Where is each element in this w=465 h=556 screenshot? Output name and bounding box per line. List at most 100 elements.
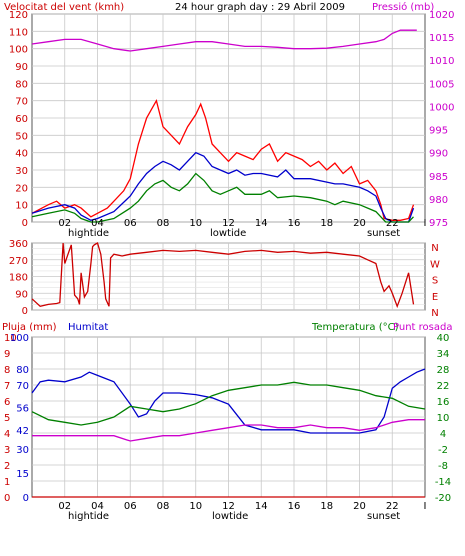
wind-y-tick: 100 (9, 45, 28, 56)
climate-x-tick: 22 (386, 501, 399, 512)
humidity-y-tick: 70 (16, 381, 29, 392)
climate-x-tick: 08 (157, 501, 170, 512)
rain-y-tick: 6 (4, 397, 10, 408)
humidity-ylabel: Humitat (68, 322, 108, 333)
wind-min-line (31, 172, 414, 223)
wind-direction-line (31, 242, 415, 309)
climate-x-tick: I (424, 501, 427, 512)
climate-x-tick: 12 (222, 501, 235, 512)
compass-label: N (431, 308, 438, 319)
pressure-y-tick: 995 (429, 126, 448, 137)
wind-x-tick: 14 (255, 218, 268, 229)
pressure-y-tick: 980 (429, 195, 448, 206)
wind-x-tick: 02 (58, 218, 71, 229)
temperature-y-ticks: -20 -14 -8 -2 4 10 16 22 28 34 40 (435, 333, 451, 504)
wind-gust-line (31, 98, 415, 221)
chart-title: 24 hour graph day : 29 Abril 2009 (175, 2, 345, 13)
marker-hightide-top: hightide (68, 228, 109, 239)
humidity-line (31, 368, 426, 434)
wind-x-tick: 06 (124, 218, 137, 229)
compass-label: W (430, 259, 440, 270)
direction-chart-grid (32, 242, 425, 311)
wind-x-tick: 18 (320, 218, 333, 229)
marker-sunset-bottom: sunset (367, 511, 400, 522)
wind-x-tick: 04 (91, 218, 104, 229)
temperature-y-tick: 16 (437, 397, 450, 408)
temperature-y-tick: -14 (435, 477, 451, 488)
rain-y-tick: 5 (4, 413, 10, 424)
wind-y-tick: 10 (15, 201, 28, 212)
temperature-y-tick: 10 (437, 413, 450, 424)
wind-y-tick: 110 (9, 27, 28, 38)
pressure-y-right-ticks: 975 980 985 990 995 1000 1005 1010 1015 1020 (429, 10, 454, 229)
direction-y-ticks: 0 90 180 270 360 (9, 239, 28, 317)
marker-lowtide-top: lowtide (210, 228, 246, 239)
humidity-y-tick: 15 (16, 469, 29, 480)
wind-y-left-ticks: 0 10 20 30 40 50 60 70 80 90 100 110 120 (9, 10, 28, 229)
pressure-line (31, 29, 417, 52)
rain-y-tick: 0 (4, 493, 10, 504)
pressure-y-tick: 1015 (429, 33, 454, 44)
wind-y-tick: 50 (15, 131, 28, 142)
temperature-y-tick: 40 (437, 333, 450, 344)
temperature-line (31, 381, 426, 426)
pressure-y-tick: 985 (429, 172, 448, 183)
climate-x-tick: 16 (288, 501, 301, 512)
humidity-y-tick: 56 (16, 403, 29, 414)
rain-y-tick: 4 (4, 429, 10, 440)
direction-y-tick: 360 (9, 239, 28, 250)
humidity-y-tick: 100 (10, 333, 29, 344)
wind-y-tick: 40 (15, 149, 28, 160)
wind-y-tick: 120 (9, 10, 28, 21)
wind-x-tick: 20 (353, 218, 366, 229)
temperature-y-tick: 34 (437, 349, 450, 360)
rain-y-tick: 10 (4, 333, 17, 344)
temperature-y-tick: -8 (438, 461, 448, 472)
humidity-y-tick: 42 (16, 426, 29, 437)
climate-x-ticks: 02 04 06 08 10 12 14 16 18 20 22 I (58, 501, 426, 512)
marker-lowtide-bottom: lowtide (212, 511, 248, 522)
rain-y-tick: 9 (4, 349, 10, 360)
rain-y-tick: 8 (4, 365, 10, 376)
climate-x-tick: 18 (320, 501, 333, 512)
humidity-y-tick: 0 (23, 493, 29, 504)
temperature-y-tick: 28 (437, 365, 450, 376)
rain-y-tick: 7 (4, 381, 10, 392)
pressure-y-tick: 1020 (429, 10, 454, 21)
pressure-y-tick: 990 (429, 149, 448, 160)
wind-x-ticks: 02 04 06 08 10 12 14 16 18 20 22 I (58, 218, 426, 229)
wind-x-tick: 08 (157, 218, 170, 229)
rain-y-tick: 1 (4, 477, 10, 488)
wind-y-tick: 30 (15, 166, 28, 177)
climate-x-tick: 20 (353, 501, 366, 512)
rain-y-tick: 3 (4, 445, 10, 456)
humidity-y-tick: 80 (16, 365, 29, 376)
climate-x-tick: 10 (189, 501, 202, 512)
climate-x-tick: 06 (124, 501, 137, 512)
compass-label: S (432, 276, 438, 287)
temperature-ylabel: Temperatura (°C) (311, 322, 399, 333)
climate-x-tick: 02 (58, 501, 71, 512)
compass-label: E (432, 292, 438, 303)
direction-chart-series (31, 242, 415, 309)
temperature-y-tick: 4 (440, 429, 446, 440)
rain-ylabel: Pluja (mm) (2, 322, 57, 333)
direction-y-tick: 0 (22, 306, 28, 317)
wind-x-tick: 16 (288, 218, 301, 229)
wind-ylabel: Velocitat del vent (kmh) (4, 2, 124, 13)
pressure-y-tick: 1010 (429, 56, 454, 67)
dewpoint-line (32, 419, 425, 442)
pressure-y-tick: 1000 (429, 102, 454, 113)
wind-y-tick: 80 (15, 79, 28, 90)
climate-x-tick: 14 (255, 501, 268, 512)
rain-y-tick: 2 (4, 461, 10, 472)
climate-x-tick: 04 (91, 501, 104, 512)
temperature-y-tick: -2 (438, 445, 448, 456)
wind-x-tick: 10 (189, 218, 202, 229)
wind-x-tick: 22 (386, 218, 399, 229)
direction-y-tick: 90 (15, 289, 28, 300)
wind-x-tick: 12 (222, 218, 235, 229)
pressure-y-tick: 1005 (429, 79, 454, 90)
